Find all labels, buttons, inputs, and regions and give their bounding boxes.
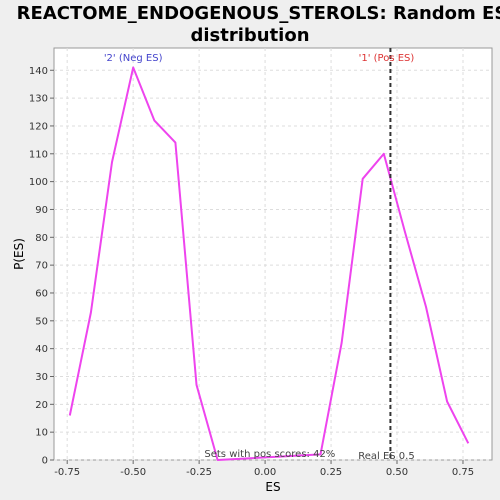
y-tick-label: 20	[35, 400, 48, 411]
neg-es-label: '2' (Neg ES)	[104, 53, 163, 64]
annotations: '2' (Neg ES) '1' (Pos ES) Real ES 0.5 Sets …	[104, 48, 415, 462]
y-tick-label: 130	[29, 94, 48, 105]
y-tick-label: 60	[35, 288, 48, 299]
x-tick-label: 0.25	[320, 467, 342, 478]
x-tick-label: 0.00	[254, 467, 276, 478]
y-tick-label: 50	[35, 316, 48, 327]
x-axis-label: ES	[265, 480, 280, 494]
axes: -0.75 -0.50 -0.25 0.00 0.25 0.50 0.75 0 10 20 30 40…	[29, 66, 474, 478]
real-es-label: Real ES 0.5	[358, 451, 414, 462]
series-layer	[68, 66, 470, 461]
x-tick-label: -0.75	[54, 467, 80, 478]
y-tick-label: 90	[35, 205, 48, 216]
pos-es-label: '1' (Pos ES)	[359, 53, 415, 64]
y-tick-label: 0	[42, 456, 48, 467]
plot-area	[53, 47, 493, 461]
y-tick-label: 110	[29, 149, 48, 160]
pos-scores-label: Sets with pos scores: 42%	[204, 449, 335, 460]
chart-title-line-2: distribution	[190, 25, 309, 46]
grid-lines	[54, 48, 492, 461]
y-tick-label: 120	[29, 121, 48, 132]
y-axis-label: P(ES)	[12, 238, 26, 270]
y-tick-label: 10	[35, 428, 48, 439]
y-tick-label: 140	[29, 66, 48, 77]
y-tick-label: 40	[35, 344, 48, 355]
y-tick-label: 80	[35, 233, 48, 244]
x-tick-label: 0.50	[386, 467, 408, 478]
chart-title-line-1: REACTOME_ENDOGENOUS_STEROLS: Random ES	[17, 3, 500, 24]
x-tick-label: 0.75	[452, 467, 474, 478]
y-tick-label: 100	[29, 177, 48, 188]
x-tick-label: -0.50	[120, 467, 146, 478]
y-tick-label: 30	[35, 372, 48, 383]
series-line	[68, 66, 470, 461]
x-tick-label: -0.25	[186, 467, 212, 478]
y-tick-label: 70	[35, 261, 48, 272]
